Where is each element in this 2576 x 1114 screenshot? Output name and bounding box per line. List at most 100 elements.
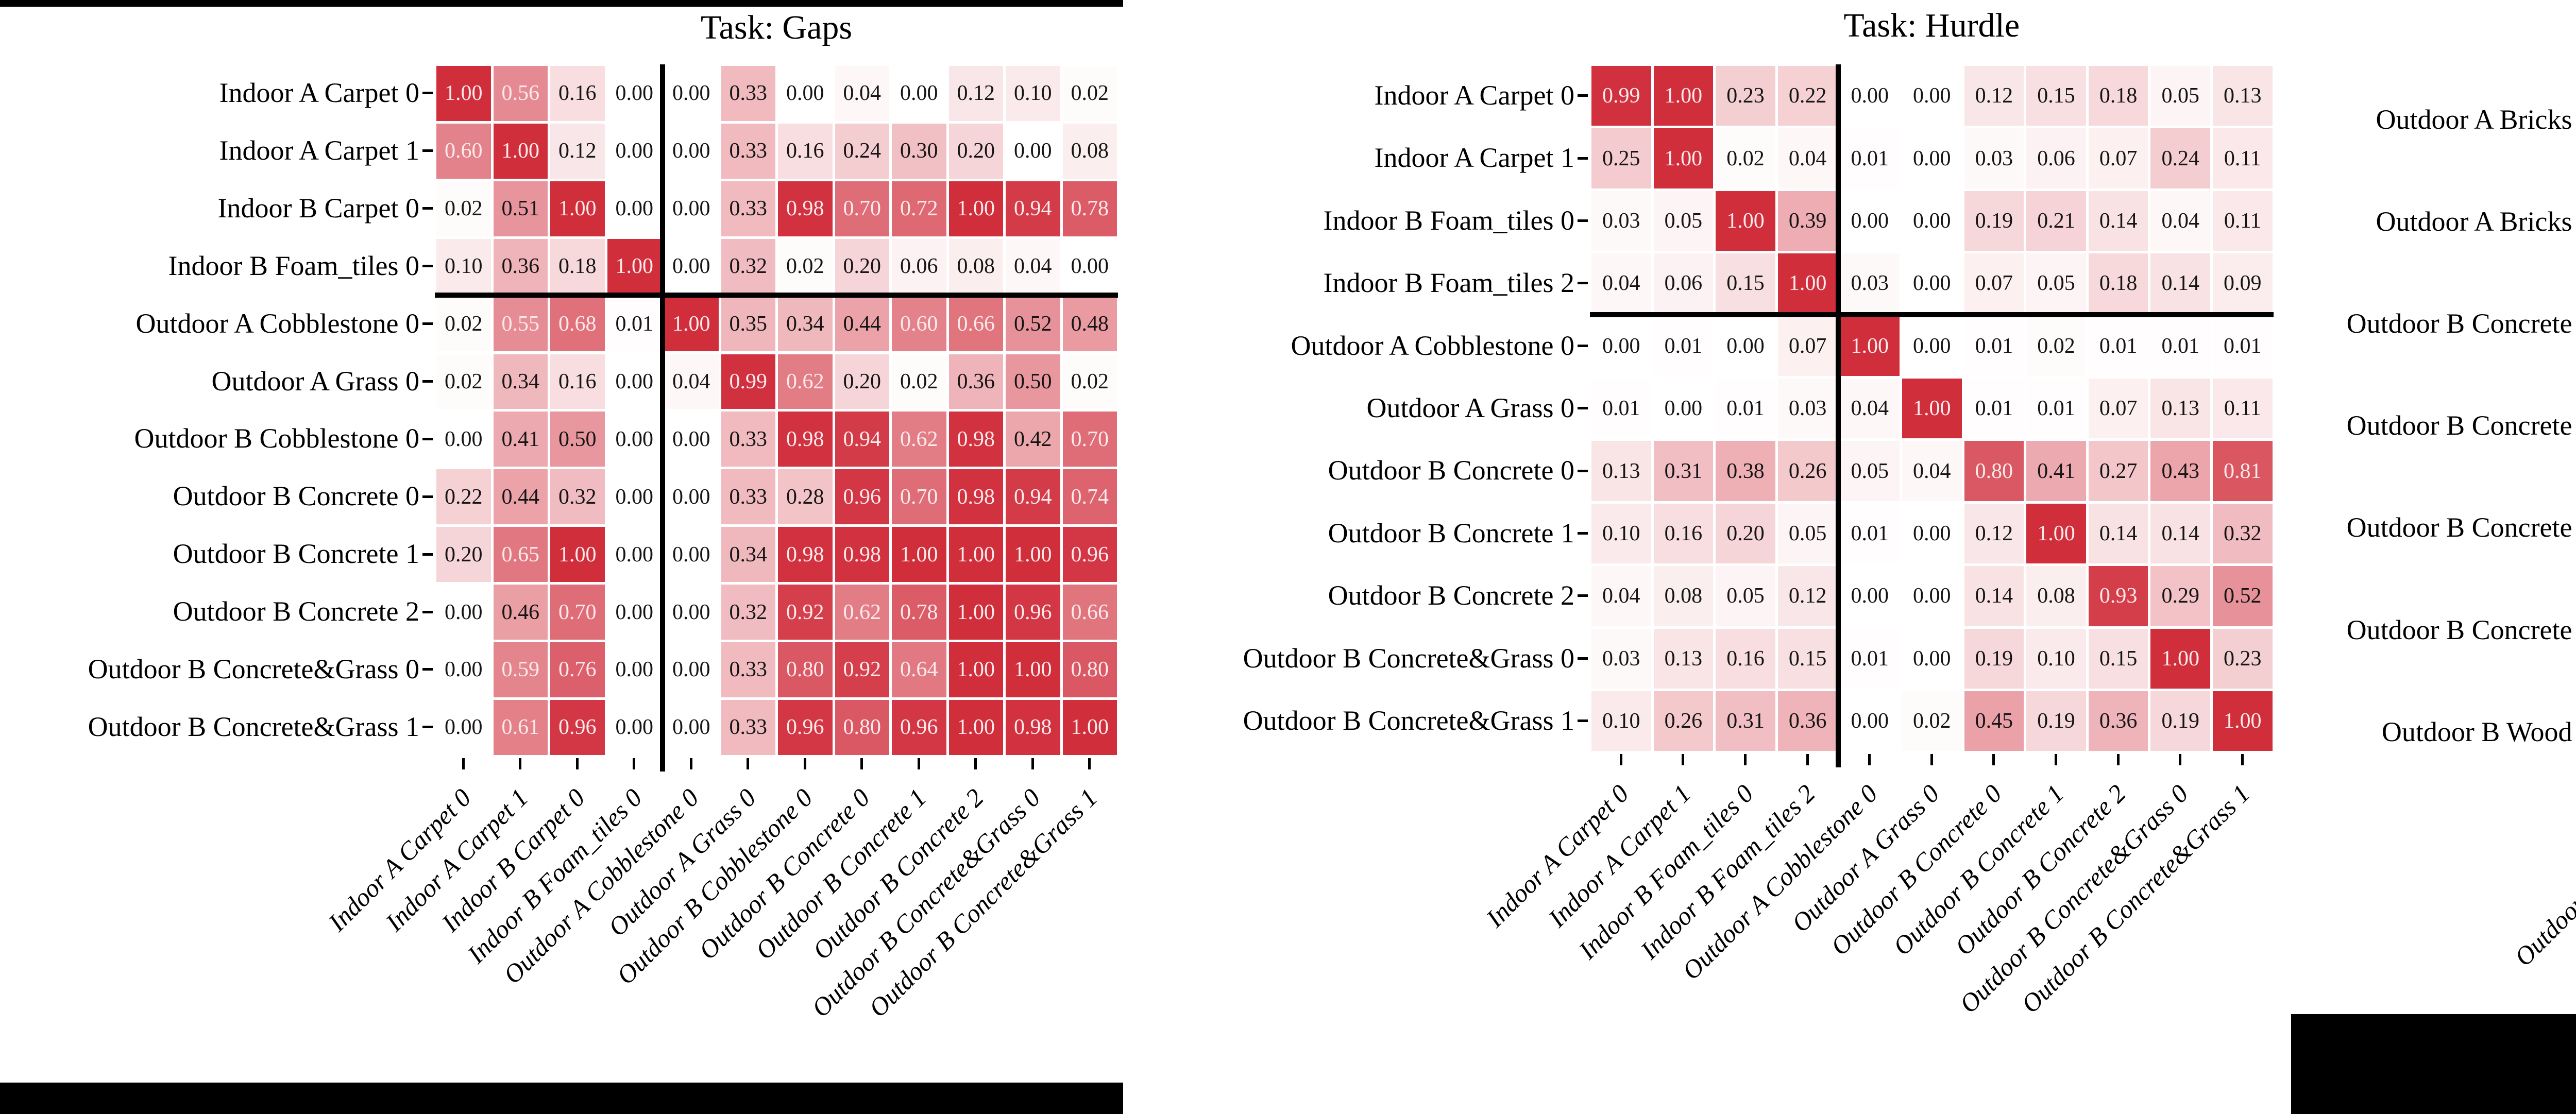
heatmap-cell: 0.00 — [1838, 690, 1901, 753]
x-axis-tick — [1930, 754, 1933, 766]
heatmap-cell: 0.02 — [435, 352, 493, 411]
y-axis-tick — [422, 207, 433, 210]
cell-value: 0.33 — [729, 139, 768, 163]
heatmap-cell: 0.03 — [1776, 377, 1839, 440]
heatmap-cell: 0.34 — [776, 295, 834, 353]
heatmap-cell: 0.00 — [663, 468, 720, 526]
heatmap-cell: 0.00 — [1838, 564, 1901, 628]
cell-value: 0.01 — [1851, 521, 1889, 545]
y-axis-tick — [422, 610, 433, 613]
heatmap-cell: 0.12 — [549, 122, 606, 180]
heatmap-cell: 0.33 — [719, 179, 777, 238]
cell-value: 0.12 — [558, 139, 597, 163]
cell-value: 0.00 — [1664, 397, 1703, 421]
cell-value: 0.12 — [1975, 84, 2013, 108]
heatmap-cell: 0.01 — [1590, 377, 1653, 440]
heatmap-cell: 0.32 — [549, 468, 606, 526]
cell-value: 1.00 — [1071, 715, 1109, 740]
heatmap-cell: 0.05 — [1652, 189, 1715, 253]
heatmap-cell: 0.20 — [833, 237, 891, 296]
cell-value: 0.46 — [501, 600, 540, 624]
cell-value: 0.93 — [2099, 584, 2138, 608]
cell-value: 0.12 — [1975, 521, 2013, 545]
heatmap-cell: 0.12 — [1962, 502, 2026, 565]
cell-value: 0.62 — [786, 369, 824, 393]
heatmap-cell: 0.96 — [549, 698, 606, 757]
cell-value: 0.02 — [2037, 334, 2075, 358]
cell-value: 1.00 — [1913, 397, 1951, 421]
heatmap-cell: 0.41 — [2025, 439, 2088, 503]
heatmap-cell: 0.68 — [549, 295, 606, 353]
heatmap-cell: 0.01 — [605, 295, 663, 353]
cell-value: 0.18 — [558, 254, 597, 279]
cell-value: 0.05 — [1851, 459, 1889, 483]
cell-value: 0.43 — [2161, 459, 2199, 483]
cell-value: 0.52 — [1014, 312, 1052, 336]
heatmap-cell: 0.20 — [1714, 502, 1777, 565]
heatmap-cell: 0.00 — [1901, 252, 1963, 315]
heatmap-cell: 0.23 — [2211, 627, 2274, 690]
heatmap-cell: 0.33 — [719, 64, 777, 123]
cell-value: 0.00 — [1913, 146, 1951, 170]
heatmap-cell: 0.00 — [435, 410, 493, 469]
heatmap-cell: 0.98 — [947, 410, 1005, 469]
x-axis-tick — [1806, 754, 1809, 766]
x-axis-tick — [860, 758, 863, 769]
heatmap-cell: 0.45 — [1962, 690, 2026, 753]
heatmap-cell: 0.01 — [1962, 314, 2026, 378]
cell-value: 1.00 — [1014, 542, 1052, 567]
divider-horizontal — [1590, 312, 2274, 317]
x-axis-tick — [974, 758, 977, 769]
cell-value: 0.80 — [1071, 658, 1109, 682]
cell-value: 0.29 — [2161, 584, 2199, 608]
heatmap-cell: 0.16 — [549, 64, 606, 123]
cell-value: 1.00 — [558, 197, 597, 221]
cell-value: 0.99 — [729, 369, 768, 393]
cell-value: 0.33 — [729, 81, 768, 106]
row-label: Outdoor A Grass 0 — [211, 365, 420, 397]
cell-value: 0.00 — [1913, 646, 1951, 671]
heatmap-cell: 0.10 — [1590, 502, 1653, 565]
heatmap-cell: 0.33 — [719, 641, 777, 699]
heatmap-cell: 0.32 — [719, 237, 777, 296]
heatmap-cell: 0.02 — [435, 179, 493, 238]
heatmap-cell: 0.14 — [2087, 502, 2150, 565]
cell-value: 0.33 — [729, 485, 768, 509]
heatmap-cell: 0.19 — [1962, 627, 2026, 690]
cell-value: 0.00 — [672, 658, 710, 682]
heatmap-cell: 0.00 — [663, 525, 720, 584]
cell-value: 0.00 — [615, 600, 654, 624]
heatmap-cell: 0.96 — [833, 468, 891, 526]
cell-value: 0.05 — [1726, 584, 1765, 608]
cell-value: 0.16 — [1726, 646, 1765, 671]
y-axis-tick — [422, 726, 433, 729]
y-axis-tick — [1578, 344, 1588, 347]
heatmap-cell: 0.52 — [2211, 564, 2274, 628]
cell-value: 0.19 — [2037, 709, 2075, 733]
cell-value: 0.01 — [1851, 646, 1889, 671]
heatmap-cell: 0.03 — [1590, 627, 1653, 690]
heatmap-cell: 0.00 — [605, 179, 663, 238]
heatmap-cell: 0.60 — [435, 122, 493, 180]
cell-value: 0.31 — [1664, 459, 1703, 483]
cell-value: 0.96 — [900, 715, 938, 740]
cell-value: 0.18 — [2099, 271, 2138, 296]
cell-value: 0.70 — [843, 197, 882, 221]
cell-value: 0.00 — [615, 658, 654, 682]
cell-value: 0.98 — [957, 427, 995, 451]
cell-value: 0.94 — [843, 427, 882, 451]
heatmap-cell: 1.00 — [1004, 525, 1062, 584]
heatmap-cell: 0.06 — [1652, 252, 1715, 315]
cell-value: 0.51 — [501, 197, 540, 221]
heatmap-cell: 0.07 — [2087, 377, 2150, 440]
row-label: Outdoor B Concrete 1 — [2346, 308, 2576, 339]
cell-value: 0.20 — [1726, 521, 1765, 545]
cell-value: 0.00 — [615, 139, 654, 163]
heatmap-cell: 1.00 — [947, 698, 1005, 757]
heatmap-cell: 1.00 — [947, 525, 1005, 584]
heatmap-cell: 0.25 — [1590, 127, 1653, 190]
cell-value: 0.19 — [2161, 709, 2199, 733]
cell-value: 0.20 — [957, 139, 995, 163]
cell-value: 0.80 — [843, 715, 882, 740]
cell-value: 0.00 — [672, 600, 710, 624]
